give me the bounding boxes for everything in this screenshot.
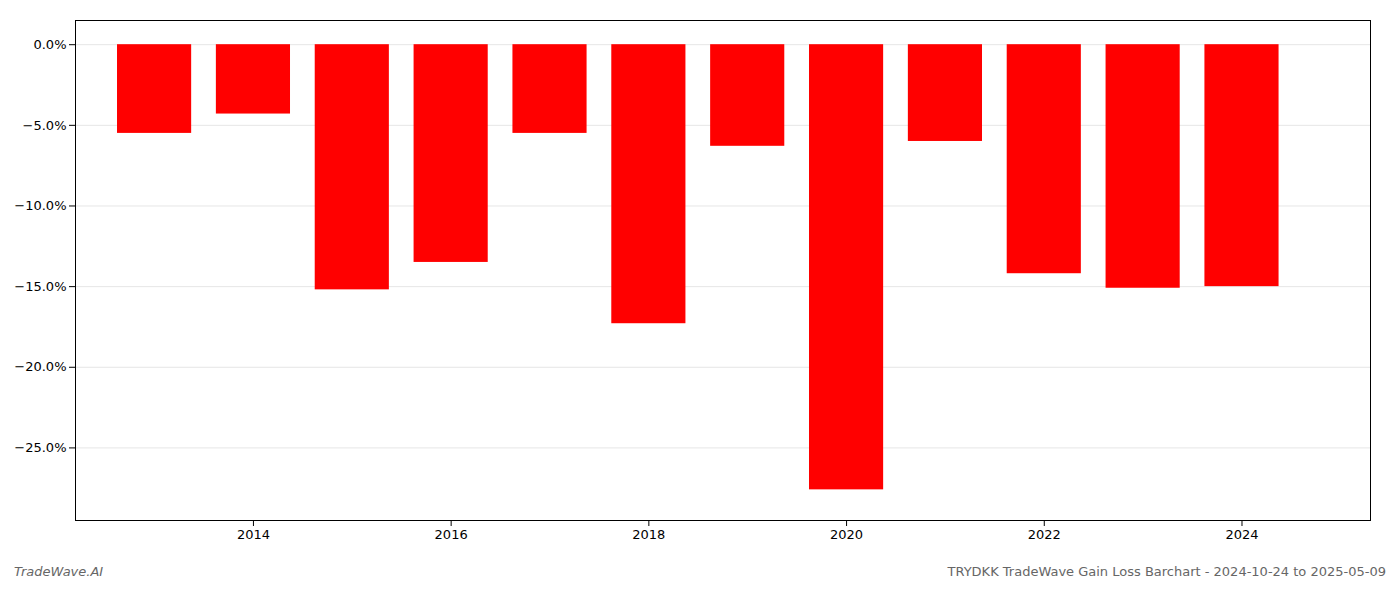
svg-text:−25.0%: −25.0% (14, 440, 66, 455)
svg-text:0.0%: 0.0% (33, 37, 66, 52)
svg-text:2022: 2022 (1028, 527, 1061, 542)
svg-text:−10.0%: −10.0% (14, 198, 66, 213)
svg-text:2016: 2016 (435, 527, 468, 542)
svg-text:2020: 2020 (830, 527, 863, 542)
svg-text:2024: 2024 (1225, 527, 1258, 542)
svg-text:−20.0%: −20.0% (14, 359, 66, 374)
svg-text:2018: 2018 (632, 527, 665, 542)
svg-text:−5.0%: −5.0% (23, 117, 67, 132)
html-text:TradeWave.AI: TradeWave.AI (14, 564, 104, 579)
html-text:TRYDKK TradeWave Gain Loss Bar: TRYDKK TradeWave Gain Loss Barchart - 20… (947, 564, 1386, 579)
svg-text:−15.0%: −15.0% (14, 279, 66, 294)
svg-text:2014: 2014 (237, 527, 270, 542)
